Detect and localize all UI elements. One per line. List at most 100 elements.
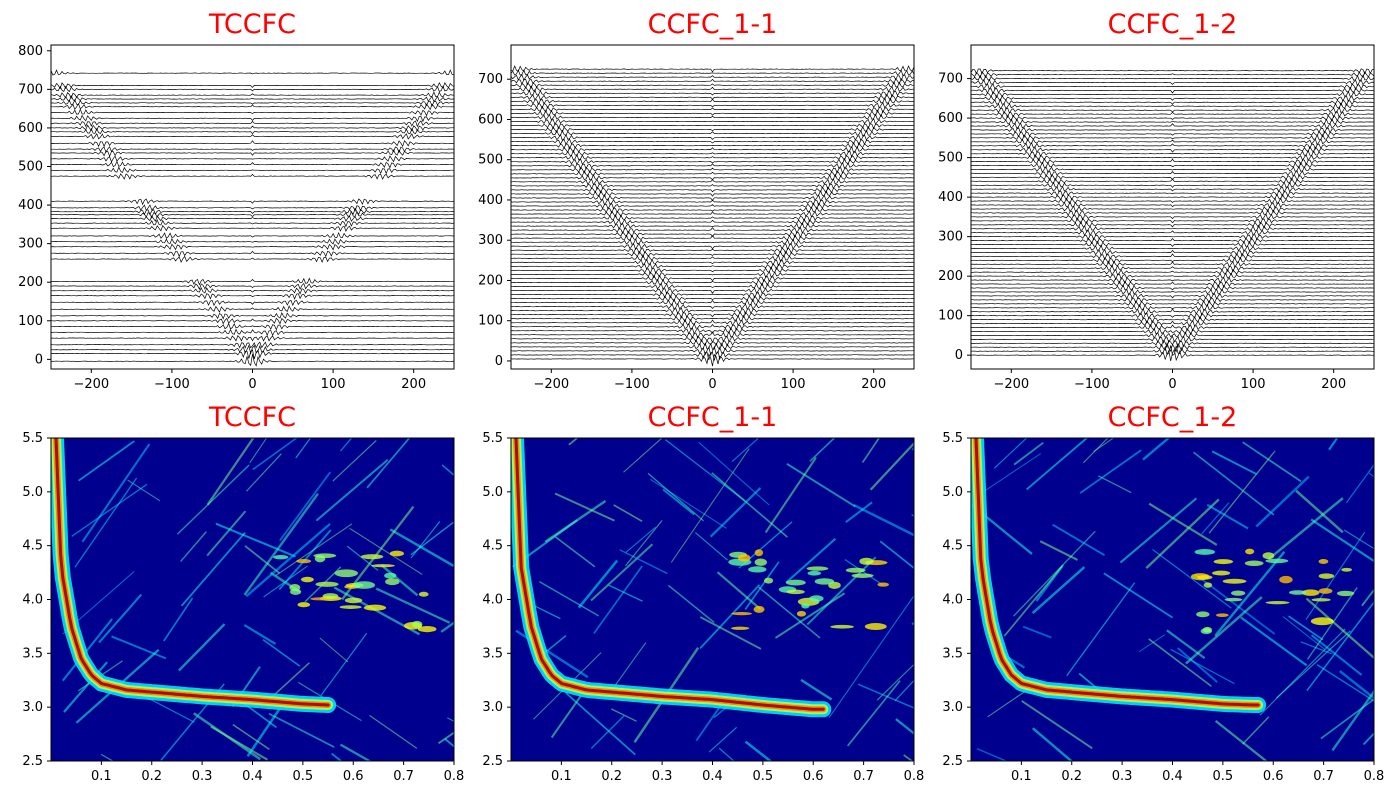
heatmap-fringe: [533, 634, 567, 663]
heatmap-fringe: [1275, 630, 1351, 699]
heatmap-higher-mode: [297, 602, 311, 608]
seismic-trace: [511, 101, 914, 110]
seismic-trace: [971, 102, 1374, 110]
seismic-trace: [511, 286, 914, 295]
x-tick-label: 0.1: [91, 769, 112, 784]
heatmap-fringe: [75, 648, 160, 724]
y-tick-label: 4.0: [22, 593, 43, 608]
seismic-trace: [511, 327, 914, 335]
seismic-trace: [511, 65, 914, 73]
heatmap-fringe: [1214, 550, 1286, 637]
heatmap-higher-mode: [1190, 573, 1210, 581]
seismic-trace: [971, 256, 1374, 265]
heatmap-fringe: [180, 531, 207, 562]
heatmap-fringe: [709, 487, 762, 538]
heatmap-fringe: [1288, 615, 1324, 641]
seismic-trace: [511, 250, 914, 259]
y-tick-label: 200: [478, 273, 503, 288]
seismic-trace: [971, 327, 1374, 336]
heatmap-higher-mode: [289, 588, 302, 595]
y-tick-label: 300: [478, 233, 503, 248]
seismic-trace: [971, 122, 1374, 130]
fundamental-mode-ridge: [973, 438, 1262, 708]
seismic-trace: [971, 217, 1374, 225]
heatmap-fringe: [1242, 441, 1302, 483]
heatmap-higher-mode: [1222, 578, 1247, 584]
heatmap-fringe: [1035, 565, 1064, 602]
heatmap-higher-mode: [754, 549, 764, 557]
heatmap-fringe: [554, 492, 615, 522]
y-tick-label: 4.5: [22, 539, 43, 554]
seismic-trace: [511, 230, 914, 239]
seismic-trace: [511, 129, 914, 137]
heatmap-fringe: [577, 559, 619, 609]
seismic-trace: [51, 287, 454, 295]
seismic-trace: [511, 262, 914, 271]
seismic-trace: [511, 125, 914, 134]
x-tick-label: 100: [781, 377, 806, 392]
heatmap-fringe: [1170, 648, 1235, 685]
heatmap-fringe: [1152, 549, 1232, 609]
heatmap-fringe: [1195, 573, 1276, 635]
seismic-trace: [971, 177, 1374, 185]
heatmap-higher-mode: [334, 569, 358, 578]
heatmap-higher-mode: [830, 624, 854, 629]
seismic-trace: [971, 149, 1374, 158]
y-tick-label: 5.5: [482, 431, 503, 446]
seismic-trace: [51, 277, 454, 286]
seismic-trace: [971, 141, 1374, 150]
seismic-trace: [51, 243, 454, 251]
heatmap-fringe: [1306, 601, 1374, 692]
heatmap-fringe: [244, 545, 281, 574]
y-tick-label: 200: [18, 275, 43, 290]
seismic-trace: [971, 145, 1374, 154]
y-tick-label: 300: [938, 230, 963, 245]
heatmap-fringe: [711, 472, 788, 538]
heatmap-fringe: [262, 639, 301, 667]
seismic-trace: [971, 293, 1374, 300]
x-tick-label: 0.5: [753, 769, 774, 784]
plot-area: [971, 438, 1374, 761]
fundamental-mode-ridge: [514, 438, 825, 711]
heatmap-fringe: [1345, 463, 1374, 504]
y-tick-label: 100: [938, 309, 963, 324]
heatmap-fringe: [512, 519, 578, 568]
heatmap-fringe: [1097, 475, 1132, 494]
seismic-trace: [511, 161, 914, 171]
heatmap-higher-mode: [1279, 575, 1293, 584]
heatmap-fringe: [1362, 732, 1374, 746]
heatmap-fringe: [565, 692, 636, 756]
heatmap-fringe: [605, 642, 647, 699]
x-tick-label: 0.4: [1162, 769, 1183, 784]
heatmap-fringe: [1119, 497, 1198, 564]
x-tick-label: 200: [1321, 377, 1346, 392]
heatmap-higher-mode: [738, 554, 751, 562]
y-tick-label: 4.5: [482, 539, 503, 554]
y-tick-label: 5.0: [482, 485, 503, 500]
seismic-trace: [511, 210, 914, 218]
seismic-trace: [971, 190, 1374, 198]
heatmap-higher-mode: [296, 558, 312, 564]
seismic-trace: [511, 157, 914, 166]
chart-title: TCCFC: [209, 402, 296, 433]
heatmap-fringe: [369, 714, 418, 749]
heatmap-fringe: [911, 514, 914, 517]
chart-title: CCFC_1-2: [1107, 402, 1238, 433]
seismic-trace: [51, 108, 454, 117]
heatmap-fringe: [1185, 596, 1263, 665]
heatmap-fringe: [389, 528, 454, 567]
fundamental-mode-ridge: [511, 438, 829, 715]
heatmap-fringe: [844, 558, 884, 586]
heatmap-fringe: [554, 536, 596, 568]
seismic-trace: [511, 345, 914, 356]
seismic-trace: [511, 153, 914, 162]
seismic-trace: [511, 342, 914, 351]
heatmap-fringe: [828, 595, 914, 718]
heatmap-fringe: [437, 731, 454, 745]
seismic-trace: [511, 238, 914, 246]
seismic-trace: [971, 213, 1374, 222]
heatmap-fringe: [1214, 720, 1268, 761]
heatmap-higher-mode: [796, 610, 807, 617]
heatmap-fringe: [738, 521, 793, 569]
